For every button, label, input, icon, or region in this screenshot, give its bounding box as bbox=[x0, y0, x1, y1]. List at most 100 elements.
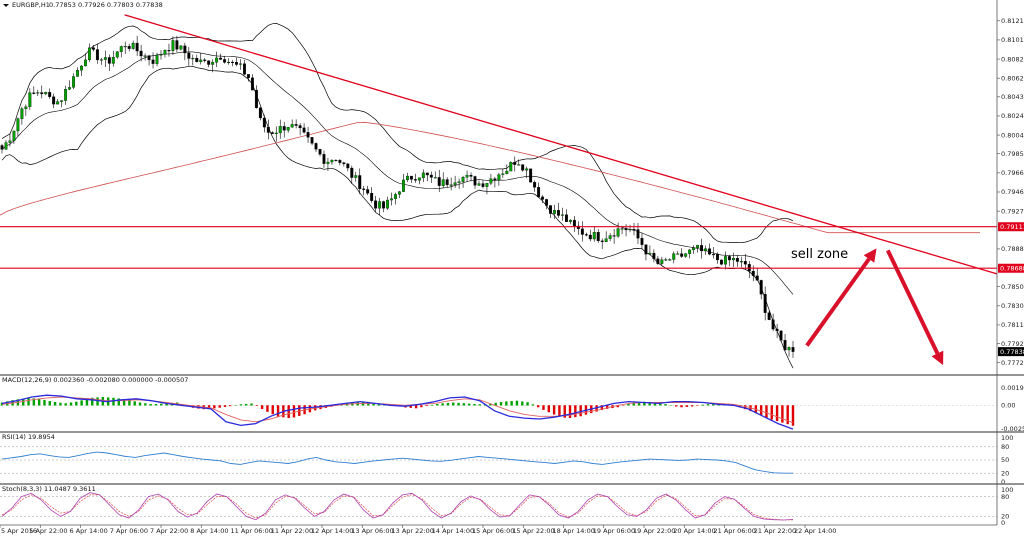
candle bbox=[704, 245, 708, 255]
candle-body bbox=[167, 50, 171, 52]
candle bbox=[12, 130, 16, 144]
stoch-tick-label: 20 bbox=[1001, 513, 1009, 521]
candle-body bbox=[366, 189, 370, 194]
candle-body bbox=[461, 177, 465, 182]
candle-body bbox=[28, 92, 32, 107]
candle bbox=[485, 183, 489, 195]
time-tick-label: 14 Apr 14:00 bbox=[432, 527, 474, 535]
candle bbox=[648, 245, 652, 256]
candle-body bbox=[294, 124, 298, 126]
candle bbox=[688, 249, 692, 259]
candle-body bbox=[374, 200, 378, 209]
macd-histogram-bar bbox=[271, 405, 274, 415]
candle-body bbox=[318, 149, 322, 155]
candle bbox=[354, 171, 358, 182]
candle-body bbox=[119, 46, 123, 52]
candle bbox=[449, 177, 453, 191]
candle bbox=[203, 57, 207, 63]
price-label-text: 0.78688 bbox=[1000, 265, 1024, 273]
candle bbox=[727, 254, 731, 267]
candle-body bbox=[258, 107, 262, 119]
candle-body bbox=[505, 170, 509, 174]
main-price-panel: sell zone EURGBP,H1 0.77853 0.77926 0.77… bbox=[0, 1, 998, 369]
price-label: 0.77838 bbox=[998, 347, 1024, 357]
candle bbox=[652, 249, 656, 263]
macd-panel: MACD(12,26,9) 0.002360 -0.002080 0.00000… bbox=[0, 374, 1024, 433]
macd-histogram-bar bbox=[547, 405, 550, 413]
macd-histogram-bar bbox=[229, 405, 232, 407]
candle bbox=[350, 165, 354, 184]
candle bbox=[326, 157, 330, 172]
candle-body bbox=[513, 162, 517, 165]
time-tick-label: 19 Apr 06:00 bbox=[593, 527, 635, 535]
macd-histogram-bar bbox=[643, 401, 646, 406]
chart-menu-triangle-icon[interactable] bbox=[3, 4, 9, 7]
macd-histogram-bar bbox=[685, 405, 689, 407]
candle bbox=[604, 231, 608, 242]
candle bbox=[533, 180, 537, 192]
rsi-tick-label: 0 bbox=[1001, 478, 1005, 486]
macd-histogram-bar bbox=[505, 401, 508, 406]
price-label-box bbox=[998, 263, 1024, 273]
candle-body bbox=[159, 54, 163, 56]
trendline-line bbox=[124, 14, 998, 275]
candle-body bbox=[266, 126, 270, 133]
candle bbox=[310, 137, 314, 146]
macd-histogram-bar bbox=[605, 405, 609, 409]
candle bbox=[624, 224, 628, 237]
macd-signal-line bbox=[1, 396, 794, 424]
price-tick-label: 0.80435 bbox=[1001, 93, 1024, 101]
candle-body bbox=[270, 132, 274, 135]
macd-histogram-bar bbox=[160, 403, 163, 406]
candle-body bbox=[111, 56, 115, 64]
candle-body bbox=[84, 59, 87, 67]
candle-body bbox=[274, 132, 278, 135]
candle bbox=[712, 247, 715, 259]
candle-body bbox=[326, 161, 330, 164]
candle bbox=[505, 164, 509, 175]
candle bbox=[720, 259, 723, 266]
macd-histogram-bar bbox=[462, 403, 466, 406]
candle bbox=[223, 55, 227, 64]
macd-histogram-bar bbox=[128, 400, 131, 406]
candle-body bbox=[239, 63, 242, 65]
candle-body bbox=[135, 42, 139, 52]
candle-body bbox=[620, 228, 624, 230]
macd-histogram-bar bbox=[239, 404, 243, 406]
candle bbox=[644, 244, 648, 261]
candle-body bbox=[203, 59, 207, 61]
candle-body bbox=[0, 145, 4, 150]
candle-body bbox=[32, 92, 36, 94]
candle-body bbox=[576, 225, 580, 229]
time-tick-label: 15 Apr 22:00 bbox=[512, 527, 554, 535]
candle bbox=[334, 159, 338, 162]
candle-body bbox=[24, 106, 28, 109]
macd-histogram-bar bbox=[770, 405, 773, 420]
time-tick-label: 8 Apr 14:00 bbox=[190, 527, 228, 535]
candle-body bbox=[684, 253, 688, 257]
candle-body bbox=[227, 61, 231, 64]
macd-tick-label: -0.002564 bbox=[1001, 425, 1024, 433]
candle-body bbox=[537, 187, 541, 198]
candle-body bbox=[680, 253, 684, 257]
candle bbox=[16, 117, 20, 137]
macd-histogram-bar bbox=[489, 403, 492, 406]
macd-histogram-bar bbox=[75, 401, 78, 406]
macd-histogram-bar bbox=[48, 401, 51, 406]
candle bbox=[477, 180, 481, 187]
candle bbox=[342, 161, 346, 167]
macd-histogram-bar bbox=[648, 402, 651, 406]
candle-body bbox=[588, 234, 592, 240]
candle bbox=[40, 85, 44, 99]
macd-histogram-bar bbox=[91, 397, 94, 406]
arrow-head-icon bbox=[863, 248, 877, 263]
macd-histogram-bar bbox=[138, 402, 142, 406]
candle-body bbox=[759, 280, 763, 295]
candle bbox=[453, 175, 457, 188]
candle-body bbox=[298, 125, 302, 129]
candle-body bbox=[501, 173, 505, 175]
candle bbox=[227, 58, 231, 65]
candle bbox=[294, 119, 298, 129]
candle-body bbox=[306, 132, 310, 138]
candle-body bbox=[739, 261, 743, 263]
